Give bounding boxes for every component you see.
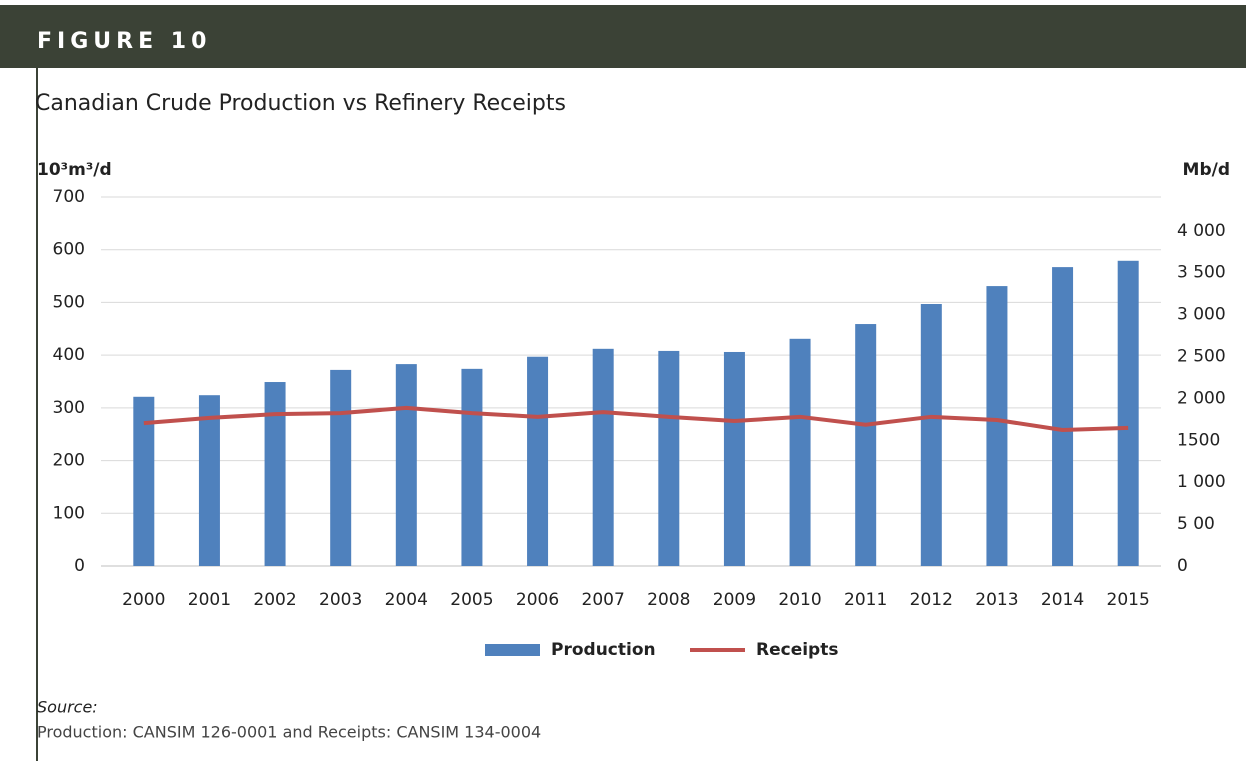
x-tick-label: 2008 <box>647 590 690 610</box>
source-label: Source: <box>37 698 98 717</box>
bar <box>592 348 614 566</box>
x-tick-label: 2005 <box>450 590 493 610</box>
x-tick-label: 2007 <box>582 590 625 610</box>
x-tick-label: 2000 <box>122 590 165 610</box>
y2-tick-label: 1500 <box>1177 430 1220 450</box>
y2-tick-label: 3 000 <box>1177 305 1226 325</box>
x-tick-label: 2003 <box>319 590 362 610</box>
y-tick-label: 200 <box>53 451 85 471</box>
bar <box>527 356 549 566</box>
bar <box>658 350 680 566</box>
legend-swatch <box>485 644 540 656</box>
y-tick-label: 100 <box>53 503 85 523</box>
bar <box>461 368 483 566</box>
x-tick-label: 2006 <box>516 590 559 610</box>
header-bar <box>0 5 1246 68</box>
source: Production: CANSIM 126-0001 and Receipts… <box>37 723 541 742</box>
y2-tick-label: 4 000 <box>1177 221 1226 241</box>
bar <box>1052 267 1074 566</box>
x-tick-label: 2004 <box>385 590 428 610</box>
x-tick-label: 2011 <box>844 590 887 610</box>
bar <box>264 382 286 566</box>
bar <box>789 338 811 566</box>
y-tick-label: 400 <box>53 345 85 365</box>
legend-label: Production <box>551 640 656 660</box>
figure-label: FIGURE 10 <box>37 29 211 54</box>
y-tick-label: 700 <box>53 187 85 207</box>
bar <box>723 351 745 566</box>
y-tick-label: 500 <box>53 292 85 312</box>
bar <box>986 286 1008 566</box>
x-tick-label: 2012 <box>910 590 953 610</box>
y2-tick-label: 5 00 <box>1177 514 1215 534</box>
x-tick-label: 2013 <box>975 590 1018 610</box>
y-tick-label: 0 <box>74 556 85 576</box>
x-tick-label: 2001 <box>188 590 231 610</box>
x-tick-label: 2010 <box>778 590 821 610</box>
y-axis-label: 10³m³/d <box>37 160 112 180</box>
bar <box>1117 260 1139 566</box>
y-tick-label: 600 <box>53 240 85 260</box>
chart-title: Canadian Crude Production vs Refinery Re… <box>35 91 566 116</box>
legend-label: Receipts <box>756 640 838 660</box>
bar <box>920 304 942 566</box>
bar <box>198 395 220 566</box>
y2-axis-label: Mb/d <box>1183 160 1230 180</box>
y-tick-label: 300 <box>53 398 85 418</box>
y2-tick-label: 1 000 <box>1177 472 1226 492</box>
x-tick-label: 2009 <box>713 590 756 610</box>
bar <box>133 396 155 566</box>
y2-tick-label: 2 500 <box>1177 346 1226 366</box>
bar <box>330 369 352 566</box>
y2-tick-label: 0 <box>1177 556 1188 576</box>
x-tick-label: 2015 <box>1107 590 1150 610</box>
x-tick-label: 2002 <box>253 590 296 610</box>
y2-tick-label: 3 500 <box>1177 263 1226 283</box>
bar <box>395 364 417 566</box>
line <box>143 405 1129 432</box>
x-tick-label: 2014 <box>1041 590 1084 610</box>
bar <box>855 324 877 566</box>
y2-tick-label: 2 000 <box>1177 388 1226 408</box>
